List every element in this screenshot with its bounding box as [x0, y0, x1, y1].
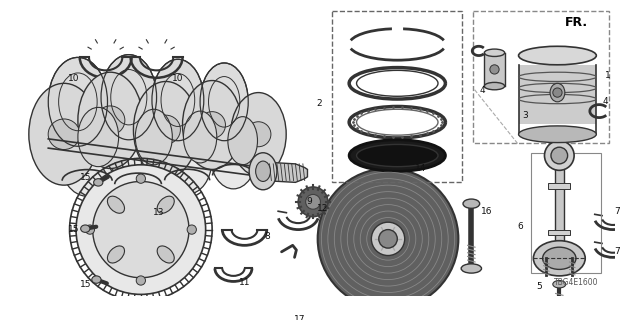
- Circle shape: [379, 229, 397, 248]
- Circle shape: [317, 169, 458, 309]
- Ellipse shape: [157, 246, 174, 263]
- Ellipse shape: [484, 49, 505, 56]
- Text: 5: 5: [536, 283, 542, 292]
- Circle shape: [551, 147, 568, 164]
- Ellipse shape: [550, 83, 565, 102]
- Ellipse shape: [543, 247, 576, 269]
- Ellipse shape: [48, 119, 80, 149]
- Text: 16: 16: [481, 207, 493, 216]
- Text: 6: 6: [518, 222, 524, 231]
- Ellipse shape: [78, 72, 143, 169]
- Ellipse shape: [81, 225, 90, 232]
- Ellipse shape: [96, 106, 125, 135]
- Ellipse shape: [228, 117, 257, 165]
- Ellipse shape: [78, 108, 118, 167]
- Bar: [555, 170, 564, 258]
- Circle shape: [136, 276, 145, 285]
- Ellipse shape: [484, 82, 505, 90]
- Text: 15: 15: [79, 280, 91, 289]
- Text: 14: 14: [415, 164, 426, 173]
- Ellipse shape: [533, 241, 585, 276]
- Ellipse shape: [518, 46, 596, 65]
- Ellipse shape: [463, 199, 479, 208]
- Text: 8: 8: [265, 232, 271, 241]
- Circle shape: [545, 141, 574, 170]
- Ellipse shape: [246, 122, 271, 147]
- Ellipse shape: [461, 264, 481, 273]
- Polygon shape: [152, 145, 198, 148]
- Ellipse shape: [60, 118, 115, 196]
- Text: 1: 1: [605, 71, 611, 80]
- Text: 15: 15: [79, 173, 91, 182]
- Polygon shape: [198, 142, 244, 143]
- Ellipse shape: [101, 55, 157, 140]
- Ellipse shape: [182, 81, 242, 169]
- Circle shape: [76, 165, 205, 294]
- Polygon shape: [97, 139, 149, 148]
- Circle shape: [306, 195, 321, 209]
- Ellipse shape: [349, 140, 445, 171]
- Circle shape: [371, 222, 404, 255]
- Text: 10: 10: [172, 74, 184, 83]
- Text: 15: 15: [67, 225, 79, 234]
- Bar: [473, 11, 609, 143]
- Text: 9: 9: [307, 197, 312, 206]
- Polygon shape: [263, 162, 307, 182]
- Text: TBG4E1600: TBG4E1600: [554, 278, 598, 287]
- Text: 12: 12: [317, 204, 328, 213]
- Ellipse shape: [112, 125, 164, 199]
- Text: 2: 2: [317, 99, 323, 108]
- Ellipse shape: [356, 144, 438, 167]
- Circle shape: [553, 88, 562, 97]
- Text: 4: 4: [479, 86, 485, 95]
- Ellipse shape: [199, 112, 225, 138]
- Ellipse shape: [211, 122, 257, 189]
- Ellipse shape: [92, 276, 101, 283]
- Ellipse shape: [29, 83, 99, 185]
- Ellipse shape: [48, 57, 108, 146]
- Polygon shape: [50, 143, 99, 153]
- Text: 10: 10: [67, 74, 79, 83]
- Circle shape: [93, 181, 189, 278]
- Ellipse shape: [157, 196, 174, 213]
- Circle shape: [490, 65, 499, 74]
- Text: 17: 17: [294, 315, 306, 320]
- Text: 13: 13: [153, 208, 164, 217]
- Text: 11: 11: [239, 278, 250, 287]
- Text: 3: 3: [522, 111, 528, 120]
- Ellipse shape: [152, 59, 204, 141]
- Ellipse shape: [93, 179, 103, 186]
- Ellipse shape: [255, 161, 271, 181]
- Ellipse shape: [135, 109, 172, 165]
- Bar: [518, 65, 596, 124]
- Circle shape: [85, 225, 95, 234]
- Circle shape: [298, 187, 328, 217]
- Ellipse shape: [553, 281, 566, 288]
- Bar: [548, 183, 570, 189]
- Polygon shape: [48, 139, 291, 180]
- Ellipse shape: [133, 82, 198, 178]
- Ellipse shape: [108, 196, 125, 213]
- Circle shape: [136, 174, 145, 183]
- Ellipse shape: [151, 115, 180, 144]
- Circle shape: [187, 225, 196, 234]
- Text: 7: 7: [614, 207, 620, 216]
- Ellipse shape: [518, 126, 596, 143]
- Ellipse shape: [108, 246, 125, 263]
- Text: 4: 4: [603, 97, 609, 106]
- Text: FR.: FR.: [565, 16, 588, 29]
- Ellipse shape: [184, 111, 217, 163]
- Bar: [548, 229, 570, 235]
- Bar: [531, 153, 601, 273]
- Ellipse shape: [200, 63, 248, 141]
- Ellipse shape: [249, 153, 277, 190]
- Text: 7: 7: [614, 247, 620, 256]
- Ellipse shape: [162, 124, 212, 195]
- Ellipse shape: [230, 92, 286, 176]
- Bar: [332, 11, 462, 182]
- Bar: [484, 53, 505, 86]
